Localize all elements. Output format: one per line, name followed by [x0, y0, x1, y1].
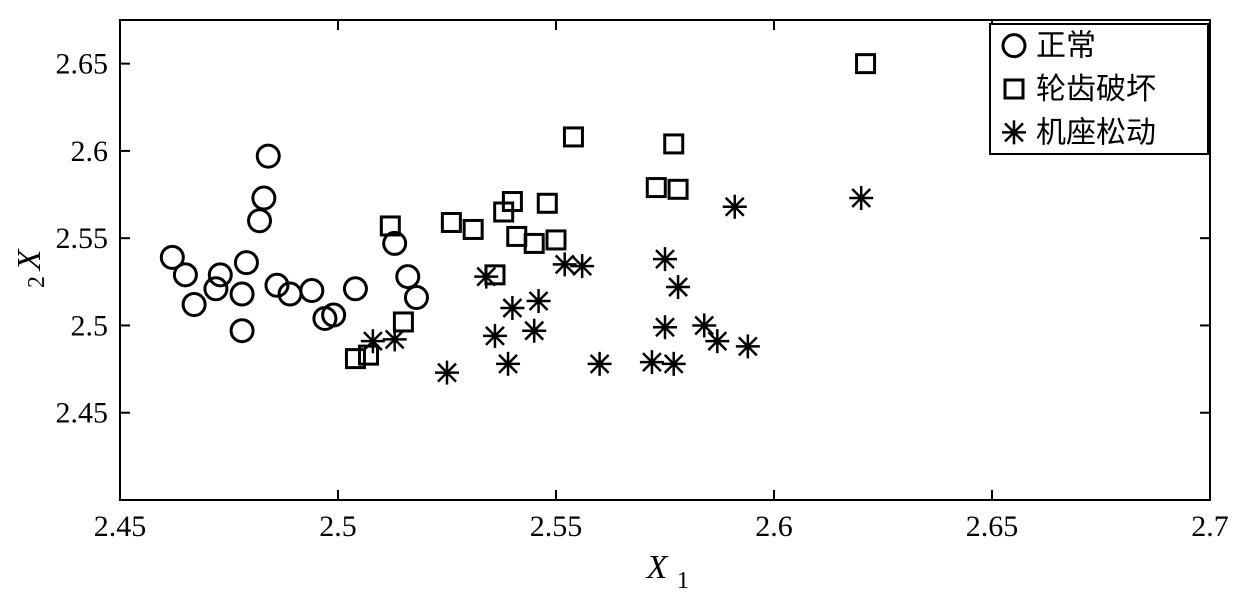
circle-marker — [235, 252, 257, 274]
star-marker — [522, 319, 546, 343]
star-marker — [527, 289, 551, 313]
square-marker — [464, 220, 482, 238]
y-tick-label: 2.55 — [56, 222, 109, 255]
x-axis-title: X1 — [645, 549, 689, 594]
star-marker — [705, 329, 729, 353]
series-normal — [161, 145, 427, 342]
square-marker — [665, 135, 683, 153]
svg-text:2: 2 — [24, 276, 50, 288]
square-marker — [669, 180, 687, 198]
circle-marker — [231, 320, 253, 342]
star-marker — [361, 329, 385, 353]
chart-svg: 2.45 2.5 2.55 2.6 2.65 2.7 2.45 2.5 2.55 2.6 2.65 X… — [0, 0, 1240, 594]
legend-label: 机座松动 — [1036, 116, 1156, 149]
circle-marker — [405, 287, 427, 309]
circle-marker — [249, 210, 271, 232]
star-marker — [736, 334, 760, 358]
legend-label: 正常 — [1036, 30, 1096, 63]
star-marker — [723, 195, 747, 219]
square-marker — [538, 194, 556, 212]
y-tick-label: 2.6 — [71, 135, 109, 168]
square-marker — [547, 231, 565, 249]
star-marker — [483, 324, 507, 348]
square-marker — [647, 179, 665, 197]
star-marker — [500, 296, 524, 320]
circle-marker — [205, 278, 227, 300]
circle-marker — [174, 264, 196, 286]
series-tooth-damage — [346, 55, 874, 368]
circle-marker — [397, 266, 419, 288]
star-marker — [692, 313, 716, 337]
star-marker — [435, 361, 459, 385]
star-marker — [383, 327, 407, 351]
square-marker — [508, 227, 526, 245]
star-marker — [496, 352, 520, 376]
circle-marker — [253, 187, 275, 209]
star-marker — [666, 275, 690, 299]
x-tick-label: 2.5 — [319, 510, 357, 543]
star-marker — [474, 265, 498, 289]
square-marker — [857, 55, 875, 73]
circle-marker — [183, 294, 205, 316]
star-marker — [653, 247, 677, 271]
x-tick-label: 2.65 — [966, 510, 1019, 543]
x-tick-label: 2.55 — [530, 510, 583, 543]
series-base-loose — [361, 186, 873, 385]
y-tick-label: 2.45 — [56, 397, 109, 430]
legend: 正常轮齿破坏机座松动 — [990, 24, 1208, 154]
star-marker — [849, 186, 873, 210]
star-marker — [570, 254, 594, 278]
scatter-chart: 2.45 2.5 2.55 2.6 2.65 2.7 2.45 2.5 2.55 2.6 2.65 X… — [0, 0, 1240, 594]
y-tick-label: 2.5 — [71, 309, 109, 342]
x-tick-label: 2.45 — [94, 510, 147, 543]
square-marker — [564, 128, 582, 146]
square-marker — [442, 213, 460, 231]
y-axis-title: X2 — [11, 248, 50, 288]
star-marker — [553, 252, 577, 276]
x-tick-label: 2.6 — [755, 510, 793, 543]
star-marker — [640, 350, 664, 374]
y-tick-label: 2.65 — [56, 48, 109, 81]
circle-marker — [231, 283, 253, 305]
svg-text:X: X — [11, 248, 48, 272]
circle-marker — [257, 145, 279, 167]
x-tick-label: 2.7 — [1191, 510, 1229, 543]
svg-text:X: X — [645, 549, 669, 586]
star-marker — [653, 315, 677, 339]
circle-marker — [344, 278, 366, 300]
square-marker — [394, 313, 412, 331]
svg-text:1: 1 — [677, 568, 689, 594]
legend-label: 轮齿破坏 — [1036, 73, 1156, 106]
square-marker — [525, 234, 543, 252]
circle-marker — [301, 280, 323, 302]
star-marker — [662, 352, 686, 376]
star-marker — [588, 352, 612, 376]
circle-marker — [209, 264, 231, 286]
star-marker — [1002, 120, 1026, 144]
